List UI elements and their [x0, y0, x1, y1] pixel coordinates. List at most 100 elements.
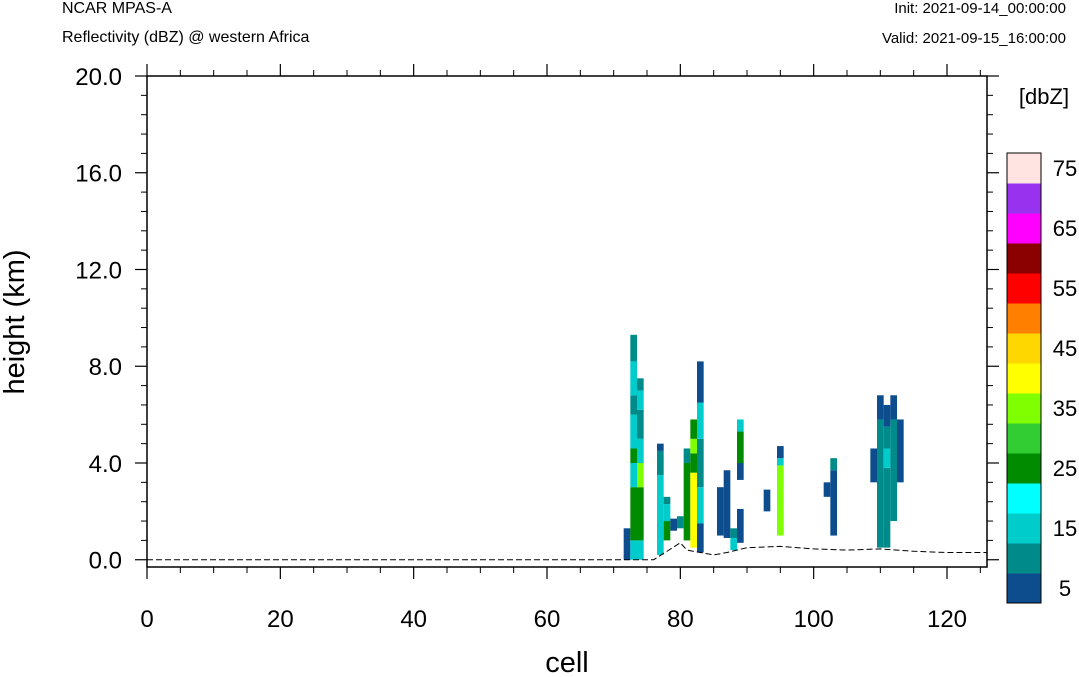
- terrain-line: [147, 542, 987, 561]
- reflectivity-cell: [737, 419, 744, 432]
- colorbar-tick-label: 75: [1053, 156, 1077, 181]
- reflectivity-cell: [697, 523, 704, 553]
- reflectivity-cell: [630, 487, 637, 541]
- colorbar-swatch: [1007, 213, 1041, 244]
- x-tick-label: 60: [534, 606, 561, 633]
- colorbar-tick-label: 65: [1053, 216, 1077, 241]
- colorbar-swatch: [1007, 573, 1041, 604]
- reflectivity-cell: [723, 470, 731, 538]
- colorbar-swatch: [1007, 453, 1041, 484]
- reflectivity-cell: [697, 361, 704, 403]
- plot-frame: [146, 75, 988, 568]
- reflectivity-cell: [737, 463, 744, 480]
- reflectivity-cell: [737, 431, 744, 463]
- reflectivity-cell: [683, 463, 691, 541]
- colorbar-swatch: [1007, 483, 1041, 514]
- y-tick-label: 20.0: [75, 64, 122, 91]
- reflectivity-cell: [823, 482, 831, 497]
- init-time-label: Init: 2021-09-14_00:00:00: [894, 0, 1066, 17]
- colorbar-swatch: [1007, 513, 1041, 544]
- reflectivity-cell: [637, 438, 644, 463]
- reflectivity-cell: [630, 395, 637, 415]
- reflectivity-cell: [630, 448, 637, 463]
- colorbar-tick-label: 5: [1059, 576, 1071, 601]
- reflectivity-cell: [630, 463, 637, 488]
- reflectivity-cell: [663, 496, 671, 505]
- reflectivity-cell: [777, 446, 784, 459]
- reflectivity-cell: [657, 450, 664, 476]
- plot-axes: 0 20 40 60 80 100 120 0.0 4.0 8.0 12.0 16.0 20.0: [75, 64, 999, 633]
- reflectivity-cell: [663, 504, 671, 522]
- colorbar-swatch: [1007, 303, 1041, 334]
- reflectivity-cell: [697, 438, 704, 488]
- reflectivity-cell: [890, 419, 897, 522]
- colorbar-tick-label: 45: [1053, 336, 1077, 361]
- y-tick-label: 4.0: [89, 451, 122, 478]
- x-axis-label: cell: [545, 647, 589, 677]
- reflectivity-cell: [663, 521, 671, 541]
- reflectivity-cell: [883, 404, 891, 427]
- y-tick-label: 8.0: [89, 354, 122, 381]
- reflectivity-cell: [657, 475, 664, 555]
- reflectivity-cell: [630, 334, 637, 362]
- y-tick-label: 16.0: [75, 161, 122, 188]
- colorbar: 5 15 25 35 45 55 65 75: [1006, 152, 1077, 604]
- reflectivity-cell: [623, 528, 631, 560]
- y-tick-label: 0.0: [89, 548, 122, 575]
- reflectivity-cell: [883, 426, 891, 449]
- reflectivity-cell: [637, 487, 644, 541]
- reflectivity-cell: [637, 463, 644, 488]
- colorbar-swatch: [1007, 153, 1041, 184]
- reflectivity-cell: [877, 419, 884, 548]
- terrain-line-path: [147, 542, 987, 561]
- reflectivity-cell: [630, 361, 637, 396]
- x-tick-label: 0: [140, 606, 153, 633]
- reflectivity-cell: [690, 438, 697, 454]
- reflectivity-cell: [730, 528, 737, 538]
- plot-subtitle: Reflectivity (dBZ) @ western Africa: [62, 29, 310, 46]
- colorbar-frame: [1006, 152, 1042, 604]
- reflectivity-cell: [870, 448, 877, 483]
- y-tick-label: 12.0: [75, 257, 122, 284]
- x-tick-label: 40: [400, 606, 427, 633]
- colorbar-tick-label: 15: [1053, 516, 1077, 541]
- reflectivity-cell: [630, 540, 637, 560]
- colorbar-swatch: [1007, 363, 1041, 394]
- colorbar-tick-label: 35: [1053, 396, 1077, 421]
- reflectivity-cell: [630, 414, 637, 449]
- reflectivity-cell: [683, 448, 691, 463]
- reflectivity-cell: [777, 458, 784, 466]
- colorbar-swatch: [1007, 423, 1041, 454]
- colorbar-tick-label: 55: [1053, 276, 1077, 301]
- reflectivity-cell: [730, 537, 737, 551]
- colorbar-swatch: [1007, 543, 1041, 574]
- reflectivity-cell: [690, 453, 697, 473]
- reflectivity-cell: [777, 465, 784, 536]
- x-tick-label: 120: [927, 606, 967, 633]
- colorbar-label: [dbZ]: [1019, 84, 1069, 109]
- reflectivity-cell: [830, 470, 837, 536]
- x-tick-label: 80: [667, 606, 694, 633]
- colorbar-swatch: [1007, 333, 1041, 364]
- reflectivity-cell: [637, 378, 644, 391]
- reflectivity-cell: [690, 472, 697, 548]
- reflectivity-cell: [690, 419, 697, 439]
- reflectivity-cell: [890, 395, 897, 420]
- reflectivity-cell: [897, 419, 904, 483]
- plot-title: NCAR MPAS-A: [62, 0, 172, 17]
- colorbar-swatch: [1007, 393, 1041, 424]
- x-tick-label: 100: [794, 606, 834, 633]
- colorbar-swatch: [1007, 183, 1041, 214]
- reflectivity-cell: [637, 390, 644, 410]
- reflectivity-cell: [677, 516, 684, 529]
- reflectivity-cell: [637, 540, 644, 560]
- reflectivity-cell: [657, 443, 664, 451]
- reflectivity-cell: [737, 508, 744, 543]
- reflectivity-cell: [697, 487, 704, 524]
- reflectivity-cell: [697, 402, 704, 439]
- reflectivity-cell: [717, 487, 724, 536]
- reflectivity-cell: [883, 448, 891, 468]
- reflectivity-cell: [883, 467, 891, 548]
- reflectivity-cell: [637, 409, 644, 439]
